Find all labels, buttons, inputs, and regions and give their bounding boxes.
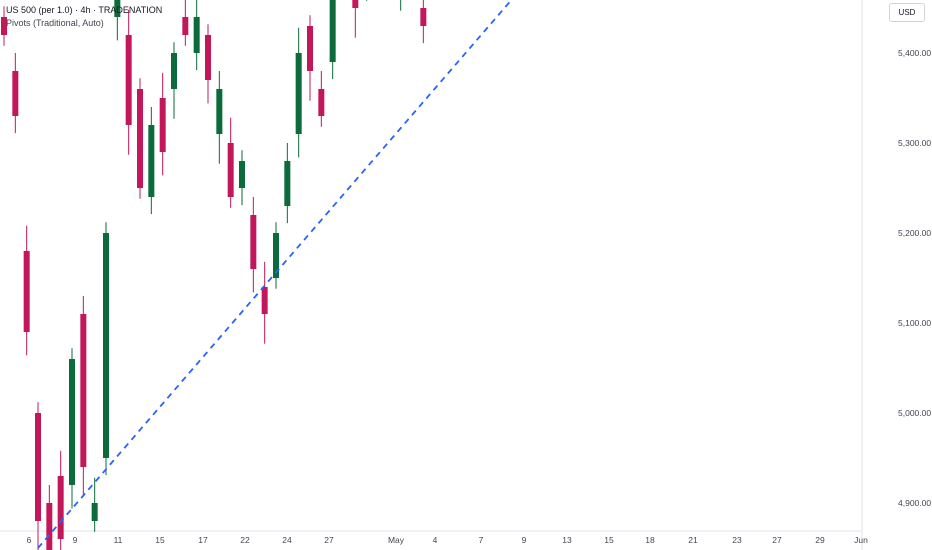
candle-body <box>57 476 64 539</box>
x-tick-label: 29 <box>815 535 825 545</box>
candle-body <box>307 26 313 71</box>
candle-body <box>171 53 177 89</box>
y-tick-label: 4,900.00 <box>898 498 931 508</box>
candle-body <box>69 359 75 485</box>
candle-body <box>420 8 427 26</box>
candle-body <box>273 233 279 278</box>
indicator-header: Pivots (Traditional, Auto) <box>6 18 104 28</box>
candle-body <box>261 287 268 314</box>
x-tick-label: May <box>388 535 405 545</box>
candle-body <box>80 314 87 467</box>
symbol-header: US 500 (per 1.0) · 4h · TRADENATION <box>6 5 163 15</box>
candle-body <box>23 251 30 332</box>
candle-body <box>295 53 302 134</box>
candle-body <box>114 0 121 17</box>
candle-body <box>329 0 336 62</box>
x-tick-label: 15 <box>155 535 165 545</box>
candle-body <box>46 503 53 550</box>
candle-body <box>137 89 143 188</box>
candle-body <box>250 215 257 269</box>
candle-body <box>103 233 109 458</box>
y-tick-label: 5,300.00 <box>898 138 931 148</box>
candle-body <box>159 98 166 152</box>
currency-button[interactable]: USD <box>889 3 925 22</box>
x-tick-label: 23 <box>732 535 742 545</box>
trendline <box>37 0 513 549</box>
x-tick-label: 18 <box>645 535 655 545</box>
x-tick-label: 21 <box>688 535 698 545</box>
x-tick-label: Jun <box>854 535 868 545</box>
candle-body <box>227 143 234 197</box>
candle-body <box>284 161 291 206</box>
x-tick-label: 9 <box>522 535 527 545</box>
x-tick-label: 13 <box>562 535 572 545</box>
candle-body <box>148 125 155 197</box>
candle-body <box>125 35 132 125</box>
candle-body <box>12 71 19 116</box>
x-tick-label: 7 <box>479 535 484 545</box>
x-tick-label: 24 <box>282 535 292 545</box>
candle-body <box>1 17 7 35</box>
x-tick-label: 22 <box>240 535 250 545</box>
y-tick-label: 5,100.00 <box>898 318 931 328</box>
candle-body <box>182 17 189 35</box>
x-tick-label: 27 <box>772 535 782 545</box>
candle-body <box>239 161 245 188</box>
candle-body <box>35 413 41 521</box>
x-tick-label: 17 <box>198 535 208 545</box>
candle-body <box>216 89 223 134</box>
x-tick-label: 4 <box>433 535 438 545</box>
x-tick-label: 6 <box>27 535 32 545</box>
x-tick-label: 15 <box>604 535 614 545</box>
candle-body <box>318 89 325 116</box>
x-tick-label: 27 <box>324 535 334 545</box>
candle-body <box>91 503 98 521</box>
candle-body <box>193 17 200 53</box>
y-tick-label: 5,200.00 <box>898 228 931 238</box>
y-tick-label: 5,400.00 <box>898 48 931 58</box>
x-tick-label: 9 <box>73 535 78 545</box>
y-tick-label: 5,000.00 <box>898 408 931 418</box>
candle-body <box>205 35 211 80</box>
candle-body <box>352 0 359 8</box>
x-tick-label: 11 <box>114 535 123 545</box>
